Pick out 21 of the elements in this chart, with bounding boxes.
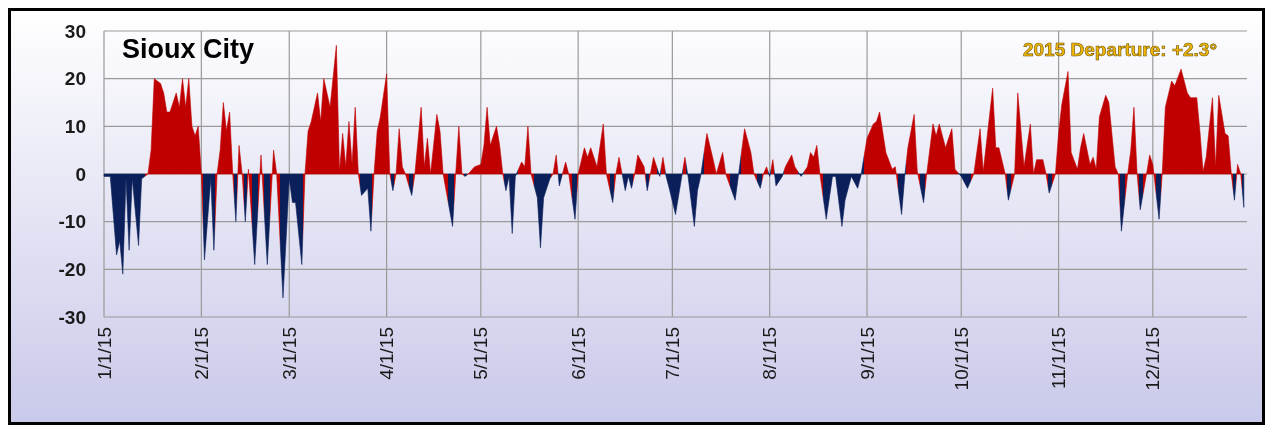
chart-title: Sioux City (122, 34, 255, 64)
x-tick-label: 8/1/15 (759, 327, 781, 380)
y-tick-label: 30 (64, 20, 86, 42)
x-tick-label: 3/1/15 (278, 327, 300, 380)
y-tick-label: 0 (75, 163, 86, 185)
annotation: 2015 Departure: +2.3° (1022, 39, 1217, 60)
x-tick-label: 4/1/15 (376, 327, 398, 380)
x-tick-label: 5/1/15 (470, 327, 492, 380)
x-tick-label: 2/1/15 (190, 327, 212, 380)
x-tick-label: 7/1/15 (662, 327, 684, 380)
x-tick-label: 11/1/15 (1048, 327, 1070, 389)
x-tick-label: 6/1/15 (567, 327, 589, 380)
y-tick-label: 10 (64, 115, 86, 137)
y-tick-label: -10 (58, 211, 86, 233)
y-tick-label: -20 (58, 258, 86, 280)
x-tick-label: 1/1/15 (93, 327, 115, 380)
x-tick-label: 10/1/15 (950, 327, 972, 391)
x-tick-label: 12/1/15 (1142, 327, 1164, 391)
y-tick-label: 20 (64, 68, 86, 90)
y-tick-label: -30 (58, 306, 86, 328)
x-tick-label: 9/1/15 (856, 327, 878, 380)
